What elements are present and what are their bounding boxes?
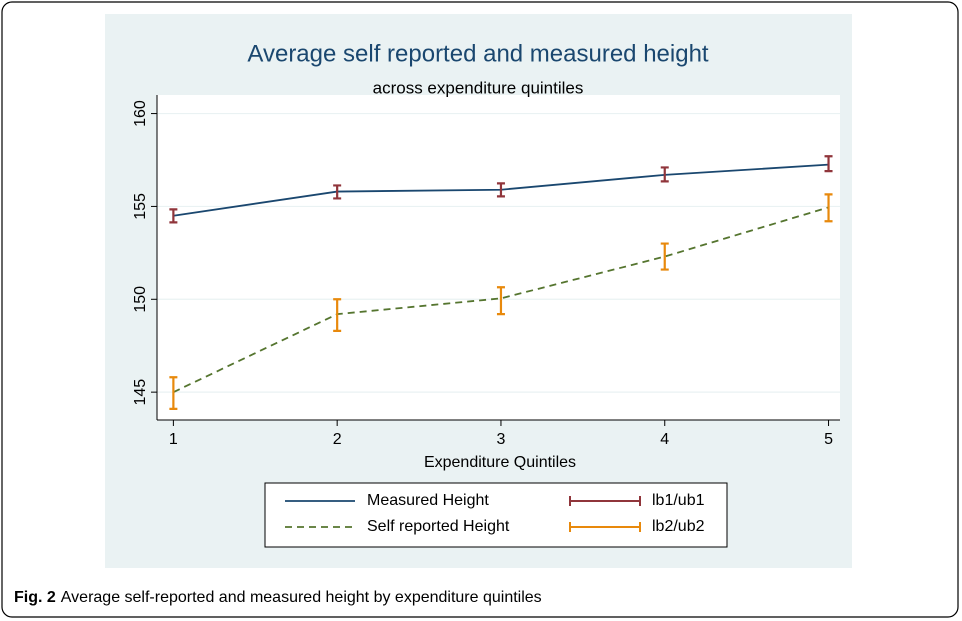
legend-label: Self reported Height [367, 518, 510, 535]
y-tick-label: 150 [132, 286, 149, 313]
y-tick-label: 145 [132, 379, 149, 406]
legend-label: lb2/ub2 [652, 518, 705, 535]
legend-swatch [569, 496, 641, 506]
error-bar [333, 184, 342, 200]
x-tick-label: 3 [497, 431, 506, 448]
y-tick-label: 160 [132, 100, 149, 127]
chart-subtitle: across expenditure quintiles [373, 78, 584, 97]
caption: Fig. 2 Average self-reported and measured… [14, 589, 542, 606]
plot-area [157, 95, 840, 420]
error-bar [660, 242, 669, 271]
x-tick-label: 5 [824, 431, 833, 448]
x-tick-label: 1 [169, 431, 178, 448]
x-tick-label: 2 [333, 431, 342, 448]
error-bar [824, 155, 833, 173]
error-bar [169, 208, 178, 224]
x-tick-label: 4 [660, 431, 669, 448]
series-line [172, 206, 829, 393]
legend-label: lb1/ub1 [652, 492, 705, 509]
legend-swatch [569, 522, 641, 532]
error-bar [496, 182, 505, 198]
x-axis-label: Expenditure Quintiles [424, 454, 576, 471]
caption-label: Fig. 2 [14, 589, 56, 606]
legend [264, 482, 728, 548]
error-bar [496, 286, 505, 316]
legend-label: Measured Height [367, 492, 489, 509]
error-bar [824, 193, 833, 223]
y-tick-label: 155 [132, 193, 149, 220]
chart-title: Average self reported and measured heigh… [247, 40, 709, 67]
error-bar [169, 376, 178, 410]
error-bar [333, 298, 342, 332]
caption-text: Average self-reported and measured heigh… [61, 589, 542, 606]
error-bar [660, 166, 669, 183]
